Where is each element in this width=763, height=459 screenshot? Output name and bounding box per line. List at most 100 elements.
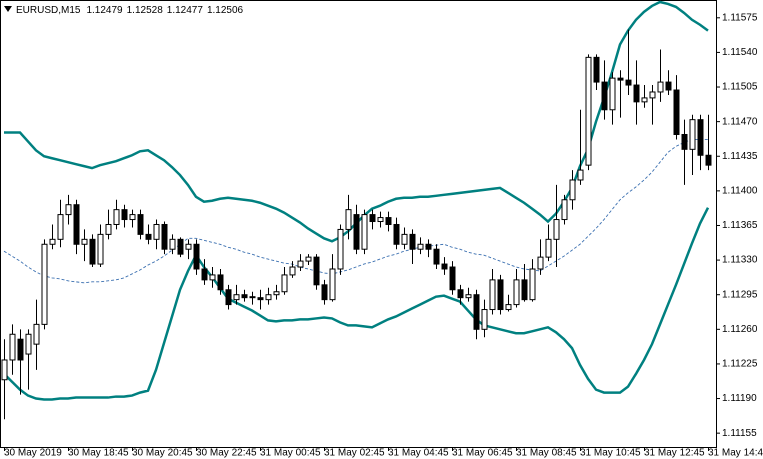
candle-body <box>121 209 128 221</box>
x-tick-label: 31 May 02:45 <box>324 448 385 459</box>
candle-body <box>73 204 80 245</box>
candle-body <box>393 223 400 245</box>
candle-body <box>457 289 464 299</box>
x-tick-label: 30 May 22:45 <box>196 448 257 459</box>
candle-body <box>481 309 488 330</box>
candle-body <box>1 359 8 381</box>
candle-body <box>705 154 712 166</box>
candle-body <box>521 279 528 301</box>
candle-body <box>289 266 296 276</box>
y-tick-label: 1.11190 <box>722 393 757 404</box>
candle-body <box>81 238 88 245</box>
candle-body <box>617 77 624 81</box>
candle-body <box>689 119 696 150</box>
candle-body <box>57 214 64 240</box>
candle-body <box>577 169 584 181</box>
candle-body <box>273 291 280 296</box>
candle-body <box>537 256 544 270</box>
candle-body <box>265 294 272 301</box>
candle-body <box>561 199 568 221</box>
candle-body <box>185 243 192 250</box>
chart-header: EURUSD,M15 1.12479 1.12528 1.12477 1.12506 <box>16 5 244 16</box>
candle-body <box>169 238 176 250</box>
candle-body <box>89 238 96 265</box>
candle-body <box>313 256 320 286</box>
x-tick-label: 30 May 20:45 <box>132 448 193 459</box>
candle-body <box>233 294 240 301</box>
candle-body <box>305 256 312 262</box>
candle-body <box>601 81 608 111</box>
plot-frame <box>0 0 717 448</box>
candle-body <box>497 279 504 311</box>
candle-body <box>649 91 656 99</box>
candle-body <box>41 243 48 325</box>
menu-triangle <box>4 6 12 12</box>
candle-body <box>241 294 248 299</box>
candle-body <box>193 243 200 270</box>
symbol: EURUSD,M15 <box>16 5 81 16</box>
candle-body <box>65 204 72 216</box>
candle-body <box>441 263 448 270</box>
candle-body <box>49 238 56 245</box>
candle-body <box>25 333 32 355</box>
candle-body <box>433 248 440 265</box>
y-tick-label: 1.11330 <box>722 255 758 266</box>
candle-body <box>321 284 328 301</box>
candle-body <box>369 214 376 223</box>
candle-body <box>161 223 168 250</box>
y-tick-label: 1.11435 <box>722 151 758 162</box>
candle-body <box>633 84 640 103</box>
candle-body <box>137 214 144 235</box>
x-tick-label: 31 May 12:45 <box>644 448 705 459</box>
candle-body <box>385 217 392 225</box>
x-tick-label: 31 May 10:45 <box>580 448 641 459</box>
candle-body <box>625 79 632 86</box>
candle-body <box>545 238 552 258</box>
x-tick-label: 31 May 14:45 <box>708 448 763 459</box>
candle-body <box>337 228 344 270</box>
candle-body <box>681 133 688 150</box>
candle-body <box>593 56 600 83</box>
candle-body <box>33 323 40 345</box>
y-tick-label: 1.11470 <box>722 116 758 127</box>
candle-body <box>449 266 456 291</box>
middle-band <box>3 138 708 284</box>
x-tick-label: 31 May 00:45 <box>260 448 321 459</box>
candle-body <box>417 243 424 250</box>
candle-body <box>529 268 536 301</box>
candle-body <box>673 89 680 135</box>
candle-body <box>345 209 352 230</box>
y-tick-label: 1.11540 <box>722 47 758 58</box>
candle-body <box>209 274 216 281</box>
y-tick-label: 1.11260 <box>722 324 758 335</box>
candle-body <box>97 233 104 265</box>
y-tick-label: 1.11575 <box>722 12 758 23</box>
y-tick-label: 1.11295 <box>722 289 758 300</box>
x-tick-label: 31 May 08:45 <box>516 448 577 459</box>
candle-body <box>329 268 336 301</box>
candle-body <box>657 81 664 93</box>
candle-body <box>697 119 704 156</box>
y-tick-label: 1.11400 <box>722 186 758 197</box>
candle-body <box>153 223 160 240</box>
candle-body <box>361 214 368 250</box>
candle-body <box>297 260 304 268</box>
candle-body <box>177 238 184 255</box>
y-tick-label: 1.11155 <box>722 428 757 439</box>
quote-close: 1.12506 <box>207 5 244 16</box>
x-tick-label: 30 May 18:45 <box>68 448 129 459</box>
x-tick-label: 31 May 06:45 <box>452 448 513 459</box>
candle-body <box>113 209 120 225</box>
outer-band <box>3 207 710 401</box>
candle-body <box>569 179 576 201</box>
candle-body <box>505 304 512 311</box>
candle-body <box>217 274 224 291</box>
candle-body <box>225 289 232 306</box>
candle-body <box>377 217 384 223</box>
candle-body <box>513 279 520 306</box>
candle-body <box>145 233 152 240</box>
quote-open: 1.12479 <box>86 5 123 16</box>
